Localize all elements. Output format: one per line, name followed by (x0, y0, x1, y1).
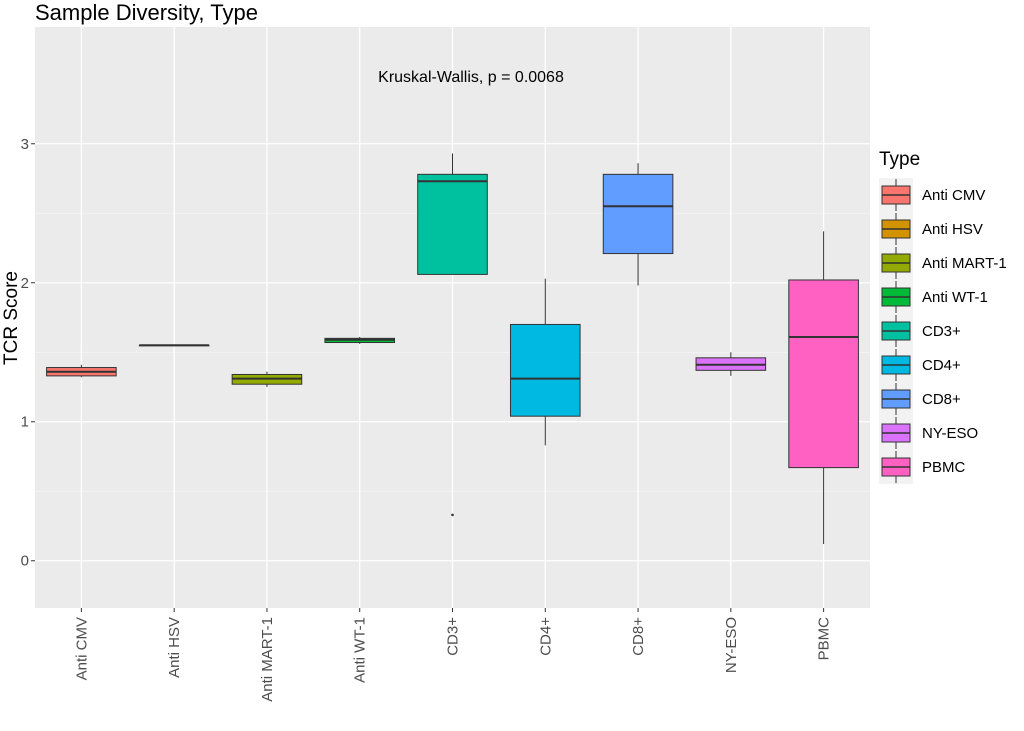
box-cd8- (602, 163, 674, 286)
y-tick-label: 1 (21, 414, 29, 431)
legend-item: CD8+ (879, 382, 961, 416)
box-anti-cmv (46, 364, 117, 378)
legend-item: CD4+ (879, 348, 961, 382)
y-tick-label: 2 (21, 275, 29, 292)
y-axis-title: TCR Score (1, 271, 22, 365)
legend-label: CD4+ (922, 357, 961, 374)
x-tick-label: Anti HSV (166, 617, 183, 678)
legend-item: Anti HSV (879, 212, 983, 246)
box-anti-mart-1 (231, 371, 303, 387)
x-tick-label: Anti MART-1 (259, 617, 276, 702)
x-tick-label: CD8+ (630, 617, 647, 656)
x-tick-label: CD3+ (445, 617, 462, 656)
box-iqr (417, 173, 488, 275)
outlier-point (451, 513, 454, 517)
legend-label: Anti HSV (922, 221, 983, 238)
legend-label: Anti CMV (922, 187, 985, 204)
legend-item: NY-ESO (879, 416, 978, 450)
box-iqr (509, 323, 581, 417)
legend-label: CD8+ (922, 391, 961, 408)
legend-title: Type (879, 149, 920, 170)
box-cd3- (417, 153, 488, 517)
x-axis: Anti CMV Anti HSV Anti MART-1 Anti WT-1 CD3+… (73, 608, 833, 702)
grid-major (35, 27, 870, 608)
legend-label: CD3+ (922, 323, 961, 340)
y-tick-label: 0 (21, 553, 29, 570)
legend-label: NY-ESO (922, 425, 978, 442)
legend-label: Anti MART-1 (922, 255, 1007, 272)
x-tick-label: Anti CMV (73, 617, 90, 680)
box-iqr (602, 173, 674, 255)
boxplot-series (46, 153, 859, 545)
box-cd4- (509, 278, 581, 446)
x-tick-label: CD4+ (537, 617, 554, 656)
y-axis: 0 1 2 3 (21, 136, 35, 570)
box-iqr (788, 279, 859, 469)
legend: Anti CMV Anti HSV Anti MART-1 Anti WT-1 CD3+… (879, 178, 1007, 484)
legend-item: Anti CMV (879, 178, 985, 212)
box-pbmc (788, 231, 859, 545)
legend-label: Anti WT-1 (922, 289, 988, 306)
x-tick-label: NY-ESO (723, 617, 740, 673)
legend-item: CD3+ (879, 314, 961, 348)
legend-item: Anti WT-1 (879, 280, 988, 314)
x-tick-label: PBMC (816, 617, 833, 661)
y-tick-label: 3 (21, 136, 29, 153)
box-anti-hsv (138, 344, 210, 347)
legend-item: Anti MART-1 (879, 246, 1007, 280)
kruskal-wallis-annotation: Kruskal-Wallis, p = 0.0068 (378, 69, 564, 86)
legend-item: PBMC (879, 450, 966, 484)
box-ny-eso (695, 352, 767, 376)
x-tick-label: Anti WT-1 (352, 617, 369, 683)
box-anti-wt-1 (324, 336, 396, 344)
chart-title: Sample Diversity, Type (35, 0, 258, 25)
legend-label: PBMC (922, 459, 966, 476)
